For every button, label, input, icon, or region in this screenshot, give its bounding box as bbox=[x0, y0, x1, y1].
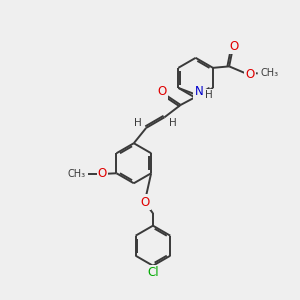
Text: methoxy: methoxy bbox=[91, 172, 97, 173]
Text: H: H bbox=[169, 118, 176, 128]
Text: O: O bbox=[158, 85, 167, 98]
Text: O: O bbox=[229, 40, 238, 53]
Text: CH₃: CH₃ bbox=[260, 68, 278, 78]
Text: O: O bbox=[140, 196, 149, 208]
Text: N: N bbox=[194, 85, 203, 98]
Text: CH₃: CH₃ bbox=[68, 169, 85, 179]
Text: O: O bbox=[245, 68, 254, 81]
Text: Cl: Cl bbox=[147, 266, 159, 279]
Text: H: H bbox=[134, 118, 142, 128]
Text: O: O bbox=[98, 167, 107, 180]
Text: H: H bbox=[205, 90, 212, 100]
